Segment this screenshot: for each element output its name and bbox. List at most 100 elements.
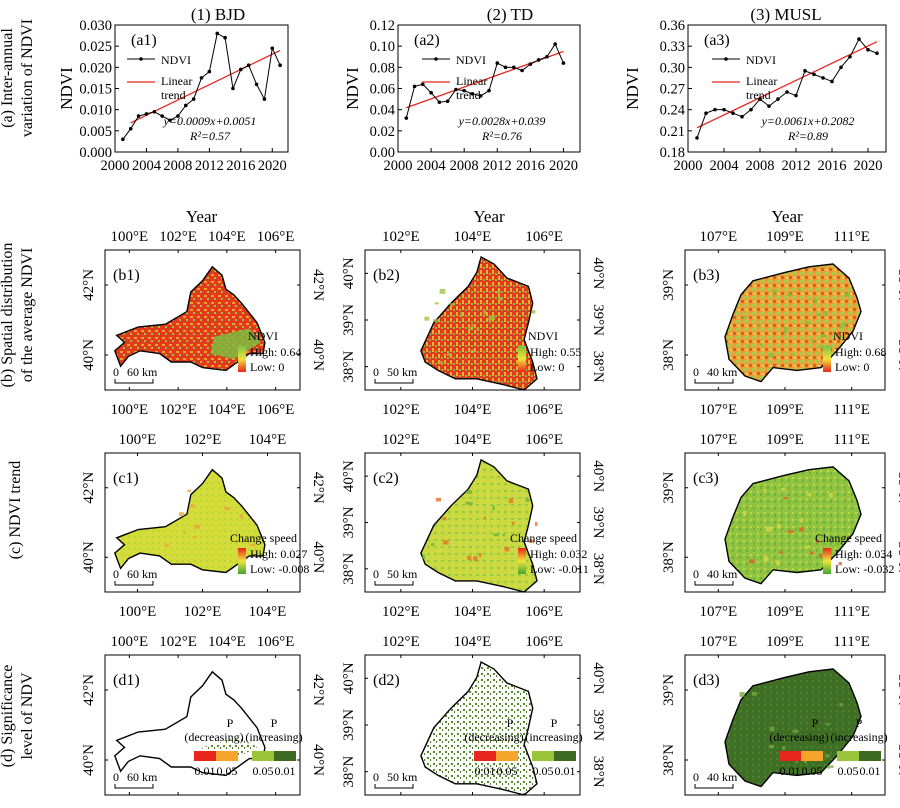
legend-title: NDVI: [528, 329, 558, 343]
significance-swatch: [474, 751, 496, 761]
latitude-tick-label: 40°N: [590, 460, 606, 492]
latitude-tick-label: 40°N: [310, 339, 326, 371]
legend-marker: [724, 57, 728, 61]
latitude-tick-label: 40°N: [341, 460, 357, 492]
latitude-tick-label: 39°N: [341, 304, 357, 336]
data-point: [445, 99, 450, 103]
map-pixel: [468, 502, 473, 506]
legend-high: High: 0.027: [250, 547, 307, 561]
legend-label: Linear: [161, 74, 192, 88]
data-point: [495, 61, 500, 65]
green-patch: [210, 328, 261, 360]
y-tick-label: 0.36: [660, 18, 685, 34]
scale-zero: 0: [693, 365, 699, 379]
latitude-tick-label: 40°N: [590, 257, 606, 289]
legend-p-increasing: P: [856, 716, 863, 730]
x-tick-label: 2000: [101, 158, 130, 174]
latitude-tick-label: 42°N: [310, 472, 326, 504]
longitude-tick-label: 106°E: [257, 402, 295, 418]
column-title: (1) BJD: [191, 5, 245, 24]
x-tick-label: 2008: [746, 158, 775, 174]
latitude-tick-label: 42°N: [81, 674, 97, 706]
row-label: variation of NDVI: [19, 19, 36, 137]
longitude-tick-label: 106°E: [525, 432, 563, 448]
map-pixel: [747, 345, 751, 349]
y-tick-label: 0.33: [660, 39, 685, 55]
regression-equation: y=0.0028x+0.039: [458, 114, 546, 128]
legend-title: NDVI: [833, 329, 863, 343]
data-point: [512, 65, 516, 70]
latitude-tick-label: 40°N: [81, 339, 97, 371]
latitude-tick-label: 38°N: [341, 553, 357, 585]
longitude-tick-label: 107°E: [699, 229, 737, 245]
longitude-tick-label: 102°E: [382, 634, 420, 650]
data-point: [830, 79, 834, 84]
map-pixel: [839, 325, 843, 329]
map-pixel: [498, 297, 503, 301]
latitude-tick-label: 40°N: [81, 744, 97, 776]
map-pixel: [763, 488, 767, 492]
significance-swatch: [801, 751, 823, 761]
map-pixel: [782, 746, 786, 750]
x-tick-label: 2020: [854, 158, 883, 174]
y-tick-label: 0.00: [370, 145, 395, 161]
map-pixel: [443, 540, 449, 545]
longitude-tick-label: 100°E: [119, 432, 157, 448]
legend-p-increasing: P: [271, 716, 278, 730]
scale-label: 50 km: [387, 365, 418, 379]
scale-label: 40 km: [707, 770, 738, 784]
data-point: [231, 86, 235, 91]
data-point: [740, 114, 744, 119]
map-pixel: [806, 354, 810, 357]
map-pixel: [183, 530, 186, 535]
latitude-tick-label: 38°N: [895, 339, 900, 371]
legend-label: NDVI: [161, 53, 191, 67]
scale-zero: 0: [693, 770, 699, 784]
panel-label: (d2): [373, 672, 400, 689]
y-tick-label: 0.12: [370, 18, 395, 34]
data-point: [487, 88, 491, 93]
y-tick-label: 0.005: [79, 124, 112, 140]
longitude-tick-label: 102°E: [159, 634, 197, 650]
longitude-tick-label: 104°E: [208, 402, 246, 418]
latitude-tick-label: 40°N: [590, 662, 606, 694]
legend-label: trend: [161, 88, 186, 102]
map-pixel: [492, 505, 495, 511]
scale-label: 50 km: [387, 567, 418, 581]
data-point: [128, 126, 133, 131]
map-pixel: [450, 303, 455, 306]
latitude-tick-label: 39°N: [590, 507, 606, 539]
data-point: [254, 82, 259, 87]
map-pixel: [804, 759, 808, 764]
map-pixel: [508, 498, 514, 504]
data-point: [478, 94, 483, 98]
legend-label: Linear: [456, 74, 487, 88]
data-point: [191, 97, 196, 101]
data-point: [731, 111, 735, 115]
map-pixel: [431, 543, 435, 546]
x-tick-label: 2020: [258, 158, 287, 174]
latitude-tick-label: 38°N: [895, 541, 900, 573]
longitude-tick-label: 102°E: [159, 229, 197, 245]
latitude-tick-label: 39°N: [661, 269, 677, 301]
scale-zero: 0: [373, 770, 379, 784]
data-point: [246, 63, 251, 68]
scale-zero: 0: [113, 365, 119, 379]
latitude-tick-label: 39°N: [895, 269, 900, 301]
map-pixel: [766, 526, 772, 532]
longitude-tick-label: 104°E: [454, 402, 492, 418]
longitude-tick-label: 104°E: [208, 229, 246, 245]
legend-label: Linear: [746, 74, 777, 88]
colorbar: [518, 548, 526, 574]
map-pixel: [194, 524, 200, 529]
map-pixel: [799, 527, 804, 532]
map-pixel: [844, 292, 850, 297]
map-pixel: [751, 691, 758, 696]
longitude-tick-label: 106°E: [525, 604, 563, 620]
latitude-tick-label: 39°N: [661, 472, 677, 504]
map-panel-col1-d: (d1)100°E102°E104°E106°E100°E102°E104°E1…: [81, 634, 326, 808]
x-tick-label: 2012: [782, 158, 811, 174]
scale-zero: 0: [373, 365, 379, 379]
map-pixel: [488, 316, 492, 321]
legend-marker: [139, 57, 143, 61]
